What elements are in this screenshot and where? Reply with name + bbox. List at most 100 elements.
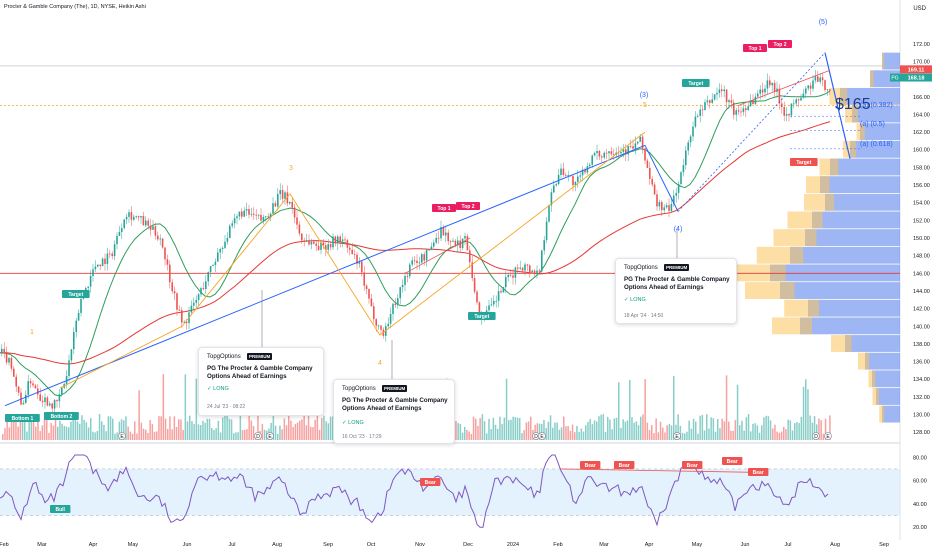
bear-marker-text: Bear bbox=[727, 459, 738, 465]
bear-marker-text: Bear bbox=[585, 463, 596, 469]
volume-bar bbox=[316, 414, 319, 440]
price-tick-label: 132.00 bbox=[913, 395, 930, 401]
volume-bar bbox=[589, 418, 591, 440]
volume-bar bbox=[769, 420, 772, 440]
volume-bar bbox=[10, 418, 13, 440]
top-2-marker: Top 2 bbox=[768, 40, 792, 48]
volume-bar bbox=[565, 426, 567, 440]
volume-bar bbox=[244, 429, 246, 440]
wave-label-1: 1 bbox=[30, 329, 34, 336]
top-1-marker-bg bbox=[432, 204, 456, 212]
candle-body bbox=[13, 368, 15, 377]
candle-body bbox=[164, 247, 166, 260]
candle-body bbox=[149, 225, 152, 230]
candle-body bbox=[805, 88, 807, 94]
candle-body bbox=[389, 313, 392, 324]
candle-body bbox=[387, 323, 389, 327]
premium-badge: PREMIUM bbox=[382, 385, 408, 392]
candle-body bbox=[394, 303, 397, 306]
price-tick-label: 134.00 bbox=[913, 377, 930, 383]
volume-bar bbox=[21, 420, 24, 440]
candle-body bbox=[740, 111, 742, 113]
volume-bar bbox=[497, 428, 499, 440]
price-label-bg bbox=[900, 73, 932, 82]
volume-bar bbox=[204, 422, 206, 440]
volume-bar bbox=[180, 419, 182, 440]
volume-bar bbox=[593, 420, 596, 440]
candle-body bbox=[356, 254, 358, 264]
pattern-line bbox=[737, 69, 831, 106]
volume-bar bbox=[455, 421, 457, 440]
idea-card-3[interactable]: TopgOptions PREMIUM PG The Procter & Gam… bbox=[615, 258, 737, 324]
candle-body bbox=[716, 92, 718, 95]
vp-bar-total bbox=[812, 211, 900, 229]
candle-body bbox=[718, 89, 721, 93]
price-tick-label: 154.00 bbox=[913, 201, 930, 207]
volume-bar bbox=[543, 419, 545, 440]
candle-body bbox=[829, 89, 831, 91]
candle-body bbox=[665, 205, 668, 208]
vp-bar-total bbox=[805, 229, 900, 247]
candle-body bbox=[15, 376, 17, 387]
candle-body bbox=[80, 298, 82, 313]
idea-date: 24 Jul '23 · 08:22 bbox=[207, 404, 246, 410]
volume-bar bbox=[708, 428, 710, 440]
volume-bar bbox=[567, 426, 569, 440]
target-marker-bg bbox=[62, 290, 90, 298]
volume-bar bbox=[46, 419, 48, 440]
candle-body bbox=[116, 235, 118, 245]
candle-body bbox=[524, 264, 526, 271]
candle-body bbox=[754, 96, 757, 105]
candle-body bbox=[701, 109, 704, 111]
candle-body bbox=[572, 176, 574, 186]
candle-body bbox=[178, 309, 181, 311]
candle-body bbox=[269, 213, 272, 217]
candle-body bbox=[761, 89, 764, 93]
candle-body bbox=[65, 375, 68, 385]
volume-bar bbox=[741, 420, 743, 440]
candle-body bbox=[641, 136, 644, 149]
candle-body bbox=[773, 82, 776, 92]
top-1-marker: Top 1 bbox=[432, 204, 456, 212]
vp-bar-total bbox=[845, 335, 900, 352]
candle-body bbox=[653, 184, 656, 195]
candle-body bbox=[821, 77, 824, 81]
candle-body bbox=[133, 216, 135, 220]
idea-card-2[interactable]: TopgOptions PREMIUM PG The Procter & Gam… bbox=[333, 379, 455, 444]
volume-bar bbox=[725, 375, 728, 440]
idea-date: 16 Oct '23 · 17:29 bbox=[342, 434, 382, 440]
volume-bar bbox=[39, 430, 41, 440]
volume-bar bbox=[796, 422, 798, 440]
candle-body bbox=[286, 192, 289, 204]
volume-bar bbox=[505, 378, 508, 440]
volume-bar bbox=[241, 430, 244, 440]
candle-body bbox=[238, 211, 241, 217]
volume-bar bbox=[182, 430, 184, 440]
volume-bar bbox=[191, 421, 193, 440]
candle-body bbox=[461, 238, 464, 248]
candle-body bbox=[272, 203, 274, 214]
candle-body bbox=[147, 220, 149, 226]
bottom-2-marker-bg bbox=[44, 412, 79, 420]
candle-body bbox=[509, 274, 512, 276]
volume-bar bbox=[105, 431, 107, 440]
candle-body bbox=[315, 243, 317, 246]
candle-body bbox=[185, 321, 188, 324]
volume-bar bbox=[767, 416, 770, 440]
candle-body bbox=[737, 110, 740, 112]
volume-bar bbox=[503, 417, 506, 440]
volume-bar bbox=[596, 421, 598, 440]
vp-bar-up bbox=[784, 299, 820, 317]
volume-bar bbox=[787, 419, 789, 440]
candle-body bbox=[22, 402, 25, 405]
volume-bar bbox=[695, 421, 697, 440]
candle-body bbox=[97, 264, 99, 267]
bottom-1-marker-text: Bottom 1 bbox=[12, 416, 34, 422]
target-marker-bg bbox=[790, 158, 818, 166]
chart-title: Procter & Gamble Company (The), 1D, NYSE… bbox=[4, 4, 146, 10]
candle-body bbox=[591, 155, 593, 165]
volume-bar bbox=[153, 431, 156, 440]
candle-body bbox=[200, 288, 202, 295]
idea-card-1[interactable]: TopgOptions PREMIUM PG The Procter & Gam… bbox=[198, 347, 324, 416]
